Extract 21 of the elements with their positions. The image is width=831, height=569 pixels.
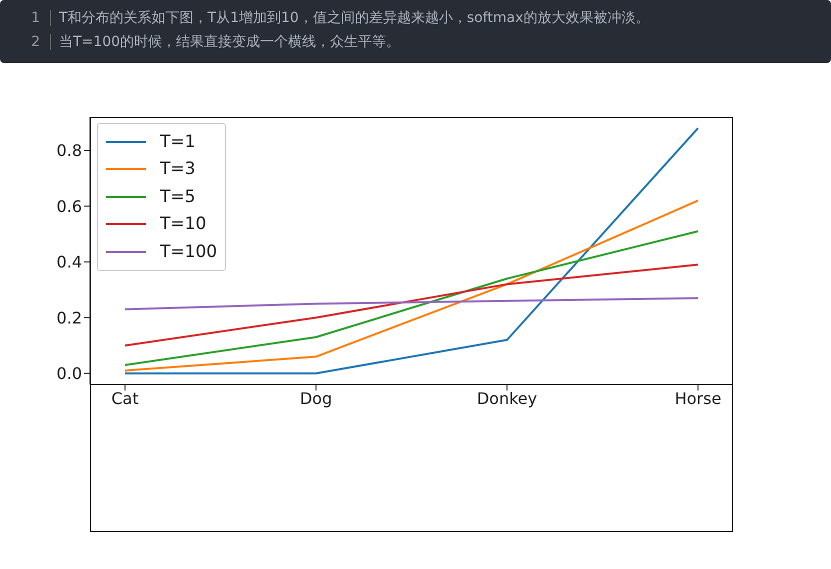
- y-tick-label: 0.8: [56, 141, 82, 160]
- x-tick-label: Donkey: [476, 388, 538, 408]
- x-tick-label: Dog: [300, 388, 332, 408]
- text: 2: [0, 34, 51, 50]
- legend-label: T=5: [160, 186, 196, 207]
- x-tick-label: Horse: [674, 388, 722, 408]
- line-series: [124, 230, 699, 366]
- y-tick-label: 0.6: [56, 196, 82, 216]
- text: 当T=100的时候，结果直接变成一个横线，众生平等。: [59, 33, 400, 51]
- y-tick-label: 0.0: [56, 364, 82, 384]
- legend-label: T=100: [160, 242, 218, 262]
- line-series: [124, 297, 699, 310]
- x-tick-label: Cat: [111, 388, 139, 408]
- legend-label: T=3: [160, 159, 196, 180]
- legend-label: T=1: [160, 132, 196, 152]
- text: 1: [0, 10, 51, 26]
- legend-label: T=10: [160, 214, 206, 234]
- y-tick-label: 0.4: [56, 252, 82, 272]
- line-series: [124, 264, 699, 346]
- text: T和分布的关系如下图，T从1增加到10，值之间的差异越来越小，softmax的放大效果被冲淡。: [59, 9, 650, 27]
- y-tick-label: 0.2: [56, 308, 82, 328]
